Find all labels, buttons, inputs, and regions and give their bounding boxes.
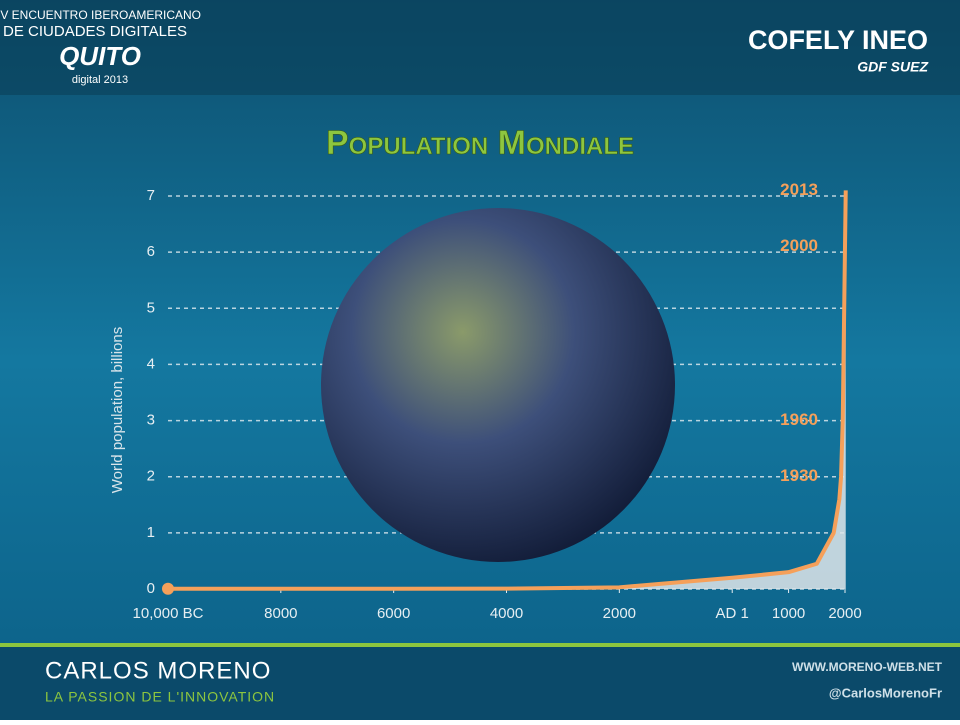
start-dot: [162, 582, 174, 595]
event-line: DE CIUDADES DIGITALES: [3, 23, 187, 40]
y-tick-label: 6: [147, 243, 155, 260]
x-tick-label: 1000: [772, 605, 805, 622]
brand: COFELY INEO: [748, 25, 928, 55]
line-layer: 1930 1960 2000 2013: [162, 180, 848, 595]
y-tick-label: 7: [147, 187, 155, 204]
x-tick-label: 10,000 BC: [133, 605, 204, 622]
event-sub: digital 2013: [72, 74, 128, 86]
tagline: LA PASSION DE L'INNOVATION: [45, 689, 275, 705]
website: WWW.MORENO-WEB.NET: [792, 660, 943, 674]
x-tick-label: 4000: [490, 605, 523, 622]
event-logo: QUITO: [59, 41, 141, 71]
event-line: XIV ENCUENTRO IBEROAMERICANO: [0, 8, 201, 22]
population-line: [167, 190, 848, 591]
chart-title: Population Mondiale: [326, 124, 634, 162]
y-tick-label: 1: [147, 524, 155, 541]
footer-band: [0, 645, 960, 720]
x-tick-label: 2000: [603, 605, 636, 622]
twitter: @CarlosMorenoFr: [829, 685, 942, 700]
header-band: [0, 0, 960, 95]
y-tick-label: 3: [147, 412, 155, 429]
y-axis-label: World population, billions: [109, 327, 126, 494]
y-tick-label: 0: [147, 580, 155, 597]
annotation: 1930: [780, 466, 818, 485]
footer-rule: [0, 643, 960, 647]
x-tick-label: 8000: [264, 605, 297, 622]
y-tick-label: 5: [147, 299, 155, 316]
x-tick-label: AD 1: [716, 605, 749, 622]
y-tick-label: 4: [147, 355, 155, 372]
annotation: 2013: [780, 180, 818, 199]
globe-image: [321, 208, 675, 562]
y-tick-label: 2: [147, 468, 155, 485]
author: CARLOS MORENO: [45, 657, 271, 684]
annotation: 2000: [780, 236, 818, 255]
x-tick-label: 2000: [828, 605, 861, 622]
brand-sub: GDF SUEZ: [857, 59, 928, 75]
x-tick-label: 6000: [377, 605, 410, 622]
annotation: 1960: [780, 410, 818, 429]
